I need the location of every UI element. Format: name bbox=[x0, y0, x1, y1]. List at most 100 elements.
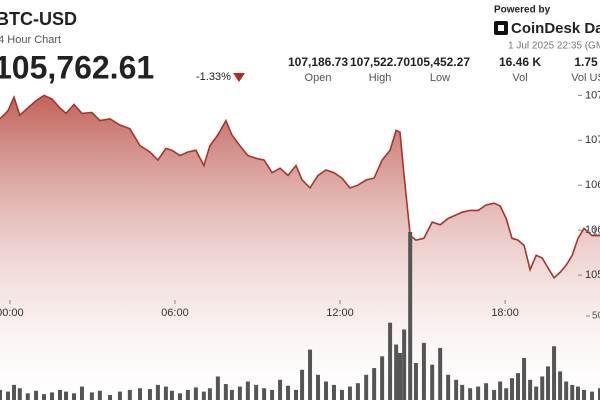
price-area bbox=[0, 95, 600, 400]
stat-label: Vol USD bbox=[571, 72, 600, 84]
volume-bar bbox=[270, 389, 275, 400]
volume-bar bbox=[438, 347, 443, 400]
y2-tick-label: 500 bbox=[592, 311, 600, 322]
volume-bar bbox=[245, 381, 250, 400]
volume-bar bbox=[229, 389, 234, 400]
stat-value: 107,522.70 bbox=[350, 55, 410, 69]
x-tick-label: 00:00 bbox=[0, 307, 24, 319]
x-tick-label: 12:00 bbox=[326, 307, 354, 319]
volume-bar bbox=[155, 384, 160, 400]
volume-bar bbox=[201, 391, 206, 400]
volume-bar bbox=[237, 386, 242, 400]
volume-bar bbox=[394, 344, 399, 400]
volume-bar bbox=[147, 389, 152, 400]
volume-bar bbox=[492, 389, 497, 400]
volume-bar bbox=[446, 374, 451, 400]
volume-bar bbox=[516, 373, 521, 400]
volume-bar bbox=[509, 378, 514, 400]
volume-bar bbox=[42, 394, 47, 400]
volume-bar bbox=[163, 386, 168, 400]
volume-bar bbox=[564, 381, 569, 400]
volume-bar bbox=[347, 386, 352, 400]
volume-bar bbox=[408, 231, 413, 400]
y-tick-label: 107.5K bbox=[585, 89, 600, 101]
brand: CoinDesk Data bbox=[511, 20, 600, 37]
y2-tick-label: 1,000 bbox=[592, 227, 600, 238]
volume-bar bbox=[127, 389, 132, 400]
stat-label: Vol bbox=[512, 72, 527, 84]
volume-bar bbox=[316, 374, 321, 400]
volume-bar bbox=[177, 393, 182, 400]
volume-bar bbox=[185, 389, 190, 400]
volume-bar bbox=[575, 386, 580, 400]
volume-bar bbox=[388, 322, 393, 400]
volume-bar bbox=[339, 389, 344, 400]
x-tick-label: 06:00 bbox=[161, 307, 189, 319]
volume-bar bbox=[421, 342, 426, 400]
volume-bar bbox=[355, 383, 360, 400]
volume-bar bbox=[5, 391, 10, 400]
stat-label: Open bbox=[305, 72, 332, 84]
y-tick-label: 107K bbox=[585, 134, 600, 146]
volume-bar bbox=[528, 379, 533, 400]
volume-bar bbox=[34, 390, 39, 400]
volume-bar bbox=[570, 384, 575, 400]
volume-bar bbox=[138, 388, 143, 400]
volume-bar bbox=[25, 393, 30, 400]
volume-bar bbox=[331, 384, 336, 400]
stat-label: Low bbox=[430, 72, 450, 84]
subtitle: 24 Hour Chart bbox=[0, 34, 61, 46]
volume-bar bbox=[49, 392, 54, 400]
volume-bar bbox=[484, 383, 489, 400]
stat-value: 107,186.73 bbox=[288, 55, 348, 69]
y-tick-label: 106K bbox=[585, 224, 600, 236]
volume-bar bbox=[89, 392, 94, 400]
volume-bar bbox=[0, 389, 2, 400]
volume-bar bbox=[540, 376, 545, 400]
symbol: BTC-USD bbox=[0, 9, 77, 29]
stat-value: 1.75 B bbox=[574, 55, 600, 69]
volume-bar bbox=[402, 329, 407, 400]
volume-bar bbox=[97, 390, 102, 400]
volume-bar bbox=[254, 384, 259, 400]
volume-bar bbox=[380, 356, 385, 400]
x-tick-label: 18:00 bbox=[491, 307, 519, 319]
volume-bar bbox=[552, 346, 557, 400]
volume-bar bbox=[215, 376, 220, 400]
volume-bar bbox=[498, 381, 503, 400]
volume-bar bbox=[398, 352, 402, 400]
current-price: 105,762.61 bbox=[0, 49, 154, 85]
y-tick-label: 105.5K bbox=[585, 269, 600, 281]
volume-bar bbox=[262, 388, 267, 400]
timestamp: 1 Jul 2025 22:35 (GMT) bbox=[508, 41, 600, 52]
plot-area: 00:00 06:00 12:00 18:00 105.5K 106K 106.5K 107K… bbox=[0, 89, 600, 400]
volume-bar bbox=[558, 371, 563, 400]
volume-bar bbox=[522, 357, 527, 400]
volume-bar bbox=[12, 384, 17, 400]
volume-bar bbox=[454, 379, 459, 400]
volume-bar bbox=[79, 386, 84, 400]
volume-bar bbox=[294, 389, 299, 400]
volume-bar bbox=[364, 374, 369, 400]
powered-by: Powered by bbox=[494, 5, 551, 16]
price-line bbox=[0, 94, 600, 280]
volume-bar bbox=[207, 388, 212, 400]
volume-bar bbox=[72, 393, 77, 400]
volume-bar bbox=[223, 384, 228, 400]
volume-bar bbox=[468, 388, 473, 400]
stat-label: High bbox=[369, 72, 392, 84]
volume-bar bbox=[308, 349, 313, 400]
volume-bar bbox=[300, 369, 305, 400]
volume-bar bbox=[323, 381, 328, 400]
volume-bar bbox=[64, 391, 69, 400]
volume-bar bbox=[372, 368, 377, 400]
volume-bar bbox=[17, 388, 22, 400]
volume-bar bbox=[590, 391, 595, 400]
stats: 107,186.73 Open 107,522.70 High 105,452.27 Lo… bbox=[288, 55, 600, 84]
volume-bar bbox=[546, 366, 551, 400]
volume-bar bbox=[169, 390, 174, 400]
y-tick-label: 106.5K bbox=[585, 179, 600, 191]
volume-bar bbox=[278, 379, 283, 400]
